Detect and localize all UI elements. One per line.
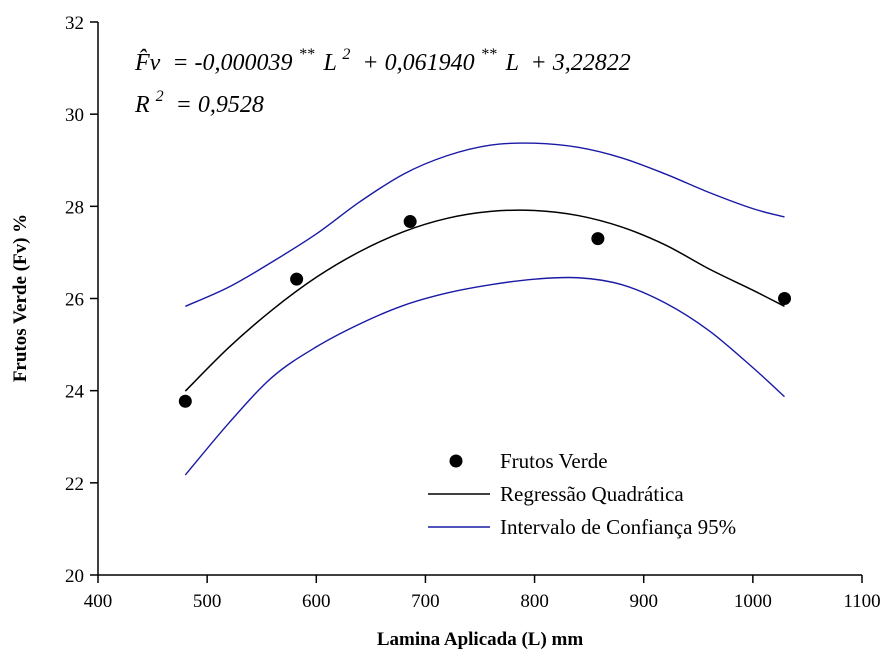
regression-equation: F̂v = -0,000039 ** L 2 + 0,061940 ** L +… (134, 39, 631, 76)
equation-term2: + 0,061940 (362, 50, 474, 76)
x-ticks: 400 500 600 700 800 900 1000 1100 (84, 575, 881, 612)
data-points-layer (178, 215, 792, 408)
x-tick-label-7: 1100 (843, 591, 880, 612)
x-tick-label-3: 700 (411, 591, 440, 612)
legend-label-band: Intervalo de Confiança 95% (500, 515, 736, 539)
y-tick-label-5: 30 (65, 105, 84, 126)
legend-label-regression: Regressão Quadrática (500, 482, 684, 506)
x-tick-label-1: 500 (193, 591, 222, 612)
y-axis-title: Frutos Verde (Fv) % (10, 214, 31, 382)
data-point-3 (591, 232, 605, 246)
x-tick-label-4: 800 (520, 591, 549, 612)
x-tick-label-6: 1000 (734, 591, 772, 612)
r-squared: R 2 = 0,9528 (134, 81, 264, 118)
x-tick-label-0: 400 (84, 591, 113, 612)
y-ticks: 20 22 24 26 28 30 32 (65, 13, 98, 587)
r2-lhs: R (134, 92, 150, 118)
y-tick-label-4: 28 (65, 197, 84, 218)
legend: Frutos Verde Regressão Quadrática Interv… (428, 449, 736, 539)
regression-layer (184, 209, 785, 392)
data-point-1 (290, 272, 304, 286)
equation-var2: L (505, 50, 519, 76)
equation-pow1: 2 (342, 46, 350, 63)
equation-term1: = -0,000039 (172, 50, 292, 76)
confidence-upper-line (185, 142, 785, 307)
equation-sup2: ** (481, 46, 497, 63)
data-point-4 (778, 292, 792, 305)
y-tick-label-2: 24 (65, 382, 85, 403)
x-axis-title: Lamina Aplicada (L) mm (377, 629, 584, 650)
y-tick-label-6: 32 (65, 13, 84, 34)
y-tick-label-0: 20 (65, 566, 84, 587)
y-tick-label-1: 22 (65, 474, 84, 495)
regression-line (184, 209, 785, 392)
data-point-2 (403, 215, 417, 229)
data-point-0 (178, 394, 192, 408)
equation-lhs: F̂v (134, 49, 161, 76)
confidence-lower-line (184, 276, 785, 476)
r2-pow: 2 (156, 88, 164, 105)
x-tick-label-5: 900 (629, 591, 658, 612)
r2-rhs: = 0,9528 (176, 92, 264, 118)
equation-var1: L (323, 50, 337, 76)
x-tick-label-2: 600 (302, 591, 331, 612)
legend-label-points: Frutos Verde (500, 449, 608, 473)
equation-term3: + 3,22822 (531, 50, 631, 76)
equation-sup1: ** (299, 46, 315, 63)
legend-marker-points (449, 454, 463, 468)
y-tick-label-3: 26 (65, 290, 84, 311)
confidence-band-layer (184, 142, 785, 476)
